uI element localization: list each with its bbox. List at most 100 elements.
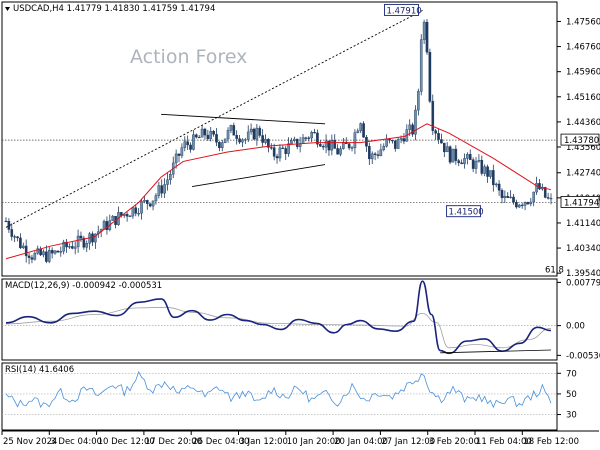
- candle-body: [157, 185, 161, 196]
- candle-body: [434, 130, 437, 134]
- macd-trendline: [440, 349, 552, 354]
- candle-body: [515, 201, 518, 208]
- candle-body: [445, 146, 449, 153]
- candle-body: [307, 137, 311, 139]
- candle-body: [137, 213, 140, 215]
- pane-frame-0: [1, 1, 558, 277]
- candle-body: [512, 196, 515, 203]
- candle-body: [368, 146, 371, 160]
- candle-body: [339, 148, 342, 155]
- rsi-y-tick-label: 30: [566, 411, 577, 421]
- candle-body: [463, 158, 466, 165]
- candle-body: [549, 197, 553, 200]
- candle-body: [373, 153, 377, 155]
- macd-y-tick-label: 0.00: [566, 322, 585, 332]
- rsi-pane-title: RSI(14) 41.6406: [5, 365, 74, 375]
- price-y-tick-label: 1.45160: [566, 93, 600, 103]
- candle-body: [154, 195, 158, 202]
- candle-body: [370, 153, 374, 160]
- candle-body: [255, 127, 259, 140]
- candle-body: [494, 183, 498, 186]
- candle-body: [295, 138, 299, 147]
- candle-body: [419, 39, 423, 92]
- candle-body: [385, 138, 388, 147]
- candle-body: [440, 139, 443, 144]
- candle-body: [223, 138, 227, 143]
- candle-body: [189, 144, 192, 150]
- candle-body: [91, 233, 94, 243]
- candle-body: [145, 199, 149, 204]
- pane-frame-1: [1, 278, 558, 361]
- candle-body: [200, 128, 204, 138]
- candle-body: [506, 195, 510, 198]
- candle-body: [218, 142, 221, 149]
- candle-body: [220, 142, 224, 149]
- candle-body: [428, 52, 432, 102]
- x-tick-label: 10 Jan 20:00: [287, 437, 341, 447]
- x-tick-label: 25 Nov 2024: [3, 437, 57, 447]
- candle-body: [244, 139, 247, 141]
- candle-body: [215, 134, 218, 143]
- candle-body: [290, 140, 293, 144]
- candle-body: [304, 137, 308, 139]
- candle-body: [148, 203, 152, 207]
- candle-body: [477, 160, 481, 162]
- candle-body: [486, 166, 489, 177]
- candle-body: [186, 141, 189, 146]
- candle-body: [492, 170, 495, 186]
- candle-body: [393, 140, 397, 149]
- macd-y-tick-label: 0.00779: [566, 278, 600, 288]
- candle-body: [460, 162, 463, 165]
- candle-body: [197, 136, 201, 139]
- price-y-tick-label: 1.39540: [566, 269, 600, 279]
- macd-signal-line: [5, 306, 552, 349]
- candle-body: [422, 21, 426, 40]
- candle-body: [454, 148, 458, 161]
- price-y-tick-label: 1.45960: [566, 68, 600, 78]
- candle-body: [327, 140, 331, 151]
- candle-body: [425, 21, 429, 53]
- candle-body: [76, 235, 80, 248]
- candle-body: [56, 250, 60, 253]
- candle-body: [241, 139, 244, 143]
- candle-body: [275, 156, 279, 159]
- candle-body: [261, 135, 264, 143]
- candle-body: [474, 160, 478, 169]
- candle-body: [284, 148, 288, 154]
- candle-body: [24, 245, 28, 257]
- candle-body: [359, 123, 362, 132]
- price-y-tick-label: 1.44360: [566, 118, 600, 128]
- candle-body: [269, 147, 273, 149]
- candle-body: [529, 201, 533, 205]
- candle-body: [538, 183, 541, 190]
- candle-body: [53, 250, 57, 254]
- candle-body: [503, 195, 507, 198]
- price-y-tick-label: 1.43560: [566, 143, 600, 153]
- x-tick-label: 17 Dec 20:00: [145, 437, 202, 447]
- candle-body: [45, 251, 48, 262]
- rsi-y-tick-label: 50: [566, 390, 577, 400]
- macd-y-tick-label: -0.005367: [566, 351, 600, 361]
- candles: [4, 19, 553, 265]
- x-tick-label: 3 Dec 04:00: [50, 437, 102, 447]
- candle-body: [471, 159, 475, 169]
- candle-body: [238, 138, 241, 143]
- candle-body: [68, 246, 71, 248]
- candle-body: [532, 191, 535, 203]
- price-pane-title: USDCAD,H4 1.41779 1.41830 1.41759 1.4179…: [13, 4, 215, 14]
- candle-body: [396, 139, 400, 149]
- candle-body: [347, 143, 351, 149]
- candle-body: [10, 229, 14, 237]
- candle-body: [535, 183, 538, 193]
- candle-body: [209, 131, 213, 139]
- candle-body: [520, 204, 524, 206]
- x-tick-label: 26 Dec 04:00: [192, 437, 249, 447]
- candle-body: [382, 145, 386, 150]
- candle-body: [131, 207, 135, 217]
- candle-body: [252, 128, 256, 140]
- x-tick-label: 3 Jan 12:00: [240, 437, 288, 447]
- candle-body: [402, 138, 406, 142]
- trendline-1: [161, 113, 326, 125]
- candle-body: [19, 237, 22, 249]
